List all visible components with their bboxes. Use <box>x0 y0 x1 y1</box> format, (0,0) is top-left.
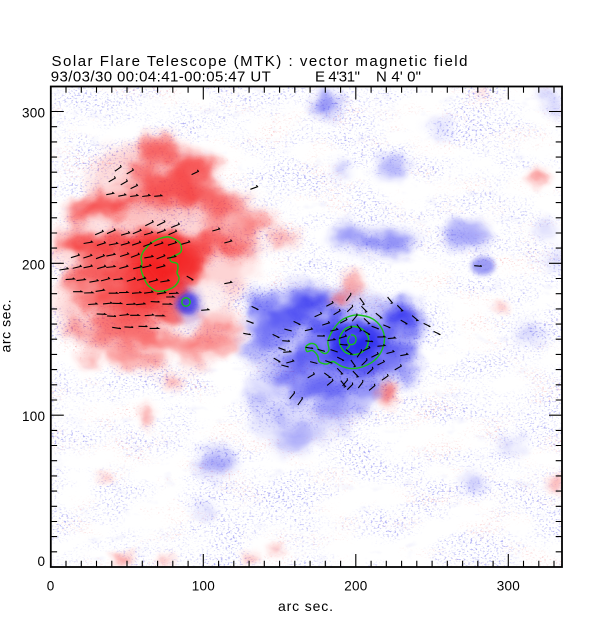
svg-text:300: 300 <box>497 579 520 594</box>
svg-text:200: 200 <box>22 257 45 272</box>
svg-text:E 4'31": E 4'31" <box>315 68 360 85</box>
svg-text:arc sec.: arc sec. <box>0 300 14 353</box>
svg-text:93/03/30 00:04:41-00:05:47 UT: 93/03/30 00:04:41-00:05:47 UT <box>51 68 271 85</box>
svg-text:arc sec.: arc sec. <box>278 598 333 614</box>
svg-text:Solar Flare Telescope (MTK) :: Solar Flare Telescope (MTK) : vector mag… <box>52 53 468 70</box>
svg-text:N 4' 0": N 4' 0" <box>376 68 421 85</box>
svg-text:100: 100 <box>22 409 45 424</box>
svg-text:0: 0 <box>47 579 55 594</box>
svg-text:300: 300 <box>22 106 45 121</box>
svg-text:0: 0 <box>37 554 45 569</box>
svg-text:100: 100 <box>192 579 215 594</box>
svg-text:200: 200 <box>344 579 367 594</box>
